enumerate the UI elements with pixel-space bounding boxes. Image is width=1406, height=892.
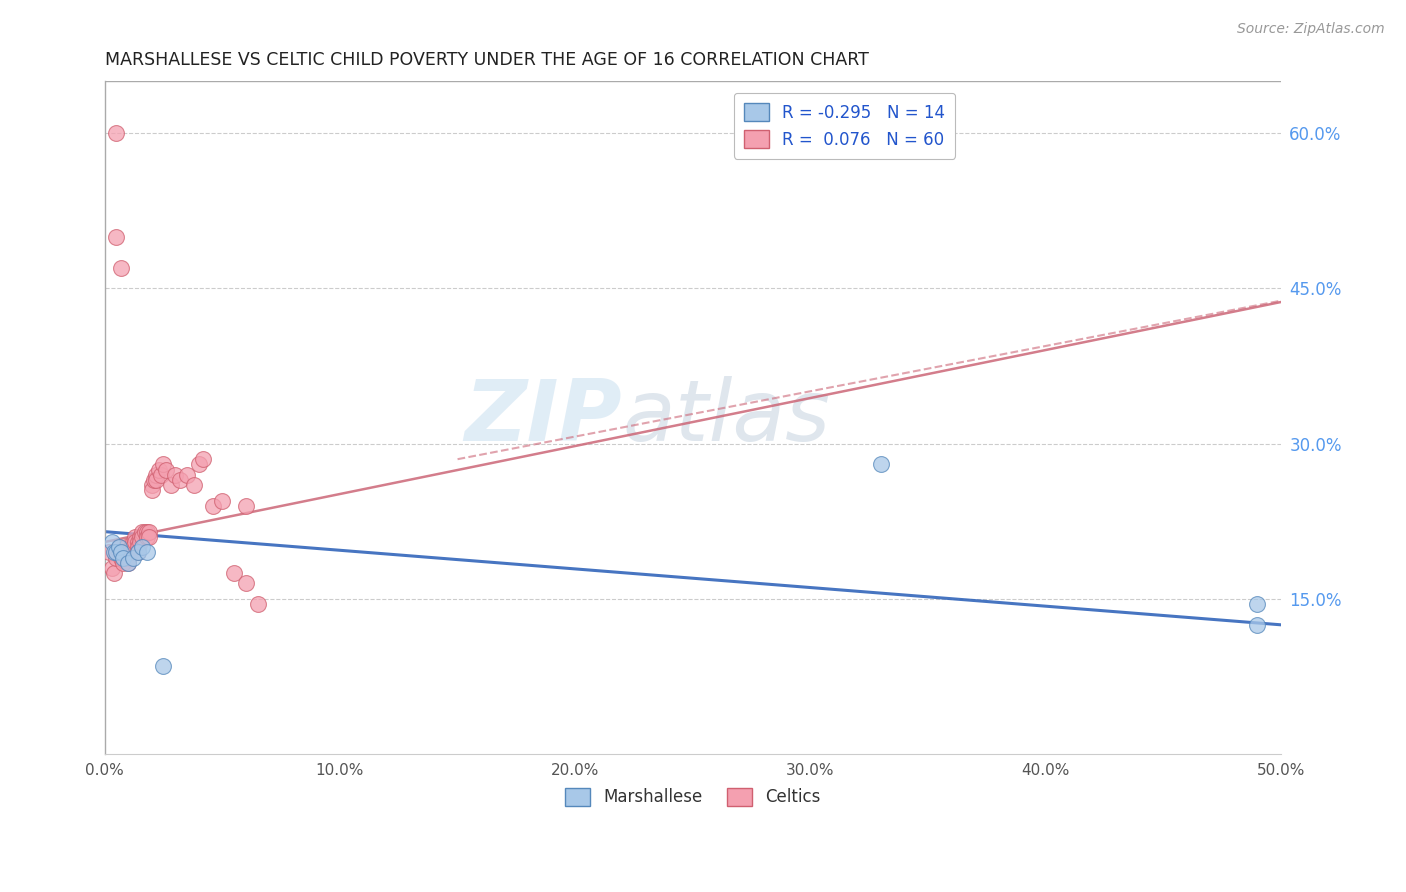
Point — [124, 530, 146, 544]
Point — [145, 467, 167, 482]
Point — [115, 545, 138, 559]
Point — [127, 540, 149, 554]
Point — [100, 535, 122, 549]
Text: Source: ZipAtlas.com: Source: ZipAtlas.com — [1237, 22, 1385, 37]
Point — [105, 126, 128, 140]
Point — [105, 550, 128, 565]
Point — [134, 524, 156, 539]
Legend: Marshallese, Celtics: Marshallese, Celtics — [558, 781, 828, 814]
Point — [110, 545, 132, 559]
Point — [136, 545, 159, 559]
Point — [152, 659, 174, 673]
Point — [1246, 617, 1268, 632]
Point — [138, 524, 160, 539]
Point — [110, 550, 132, 565]
Point — [110, 545, 132, 559]
Point — [107, 540, 129, 554]
Point — [222, 566, 245, 580]
Point — [141, 478, 163, 492]
Point — [141, 483, 163, 498]
Text: atlas: atlas — [623, 376, 830, 459]
Point — [127, 545, 149, 559]
Point — [246, 597, 269, 611]
Point — [117, 556, 139, 570]
Point — [211, 493, 233, 508]
Point — [129, 530, 152, 544]
Point — [183, 478, 205, 492]
Point — [169, 473, 191, 487]
Point — [112, 550, 135, 565]
Point — [155, 462, 177, 476]
Point — [107, 545, 129, 559]
Point — [138, 530, 160, 544]
Point — [148, 462, 170, 476]
Point — [105, 545, 128, 559]
Point — [136, 524, 159, 539]
Point — [165, 467, 187, 482]
Point — [98, 545, 121, 559]
Point — [117, 556, 139, 570]
Point — [112, 550, 135, 565]
Point — [105, 545, 128, 559]
Point — [152, 458, 174, 472]
Point — [124, 535, 146, 549]
Point — [150, 467, 173, 482]
Point — [127, 535, 149, 549]
Point — [159, 478, 181, 492]
Point — [131, 530, 153, 544]
Point — [122, 540, 145, 554]
Text: ZIP: ZIP — [464, 376, 623, 459]
Point — [187, 458, 209, 472]
Point — [112, 556, 135, 570]
Point — [107, 540, 129, 554]
Point — [129, 535, 152, 549]
Point — [120, 540, 142, 554]
Point — [235, 499, 257, 513]
Point — [120, 545, 142, 559]
Point — [122, 535, 145, 549]
Point — [136, 530, 159, 544]
Point — [127, 545, 149, 559]
Point — [103, 566, 125, 580]
Point — [115, 540, 138, 554]
Point — [117, 550, 139, 565]
Text: MARSHALLESE VS CELTIC CHILD POVERTY UNDER THE AGE OF 16 CORRELATION CHART: MARSHALLESE VS CELTIC CHILD POVERTY UNDE… — [104, 51, 869, 69]
Point — [103, 545, 125, 559]
Point — [145, 473, 167, 487]
Point — [201, 499, 224, 513]
Point — [176, 467, 198, 482]
Point — [1246, 597, 1268, 611]
Point — [870, 458, 893, 472]
Point — [110, 260, 132, 275]
Point — [131, 524, 153, 539]
Point — [100, 561, 122, 575]
Point — [131, 540, 153, 554]
Point — [105, 229, 128, 244]
Point — [122, 550, 145, 565]
Point — [235, 576, 257, 591]
Point — [117, 545, 139, 559]
Point — [143, 473, 166, 487]
Point — [193, 452, 215, 467]
